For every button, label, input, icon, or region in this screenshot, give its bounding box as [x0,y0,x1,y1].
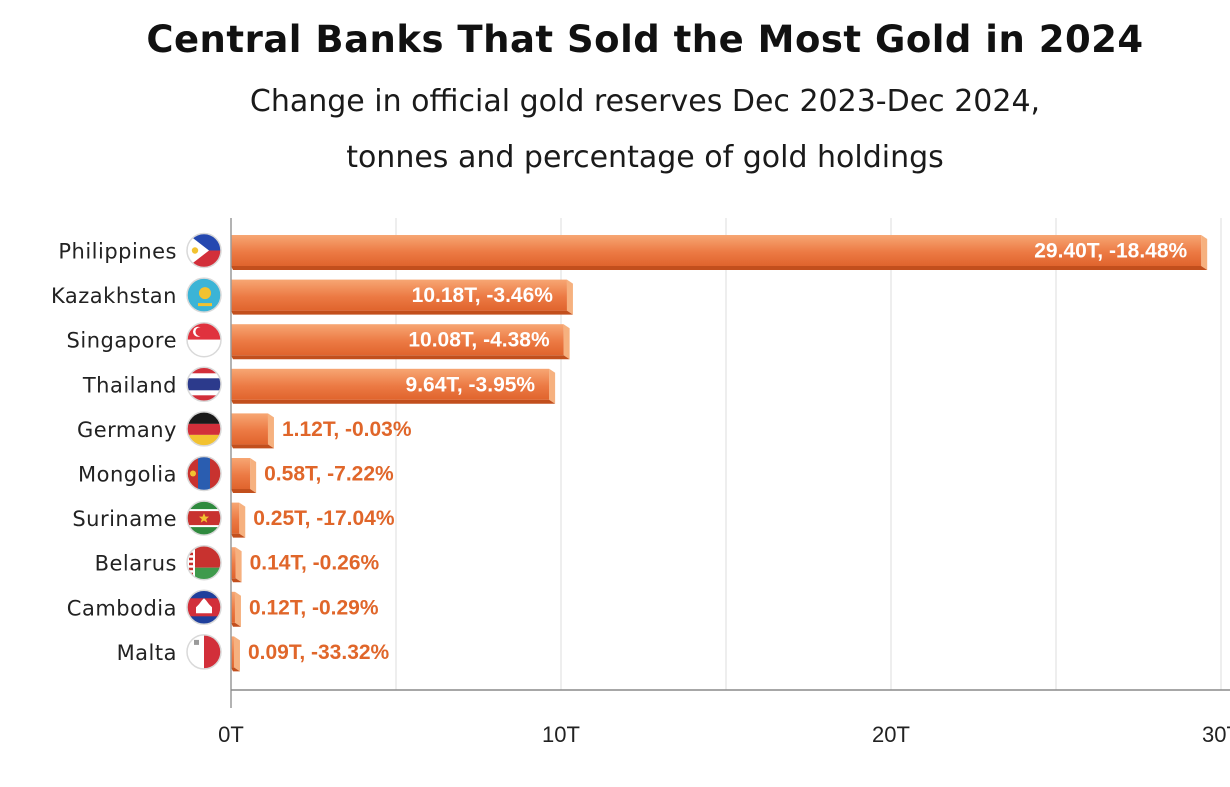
germany-flag-icon [186,411,222,447]
mongolia-flag-icon [186,455,222,492]
bar-side [250,458,257,493]
suriname-flag-icon [186,500,222,536]
bar-bottom [231,266,1208,270]
category-label: Kazakhstan [51,284,177,308]
bar-side [566,279,573,315]
flag-fill [187,322,221,357]
category-label: Mongolia [78,463,177,487]
flag-fill [187,233,221,268]
chart-subtitle-line2: tonnes and percentage of gold holdings [346,140,944,175]
flag-fill [187,278,221,313]
cambodia-flag-icon [186,589,222,626]
flag-fill [187,501,221,536]
bar-side [239,502,246,538]
bar [231,547,236,579]
bar [231,235,1202,266]
category-label: Cambodia [67,596,177,620]
bar-bottom [231,489,257,493]
data-label: 10.18T, -3.46% [412,284,554,307]
category-label: Singapore [67,329,177,353]
category-label: Thailand [82,373,177,397]
bar-side [549,368,556,404]
bar [231,502,240,534]
bar-side [1201,235,1208,270]
bar-bottom [231,355,570,360]
bar-bottom [231,578,242,583]
bar-side [233,636,240,672]
bar [231,458,251,489]
category-label: Suriname [72,507,177,531]
category-label: Malta [117,641,177,665]
category-label: Philippines [58,240,177,264]
bar-side [234,591,241,627]
x-tick-label: 30T [1202,722,1230,747]
data-label: 29.40T, -18.48% [1034,240,1187,263]
singapore-flag-icon [186,321,222,358]
data-label: 0.14T, -0.26% [250,552,380,575]
philippines-flag-icon [186,232,222,269]
data-label: 9.64T, -3.95% [406,373,536,396]
x-tick-label: 10T [542,722,580,747]
bar [231,324,564,356]
data-label: 0.12T, -0.29% [249,596,379,619]
category-label: Germany [77,418,177,442]
chart-title: Central Banks That Sold the Most Gold in… [146,18,1144,61]
kazakhstan-flag-icon [186,277,222,313]
data-label: 1.12T, -0.03% [282,418,412,441]
bar-bottom [231,533,246,538]
bar-bottom [231,444,274,449]
chart-subtitle-line1: Change in official gold reserves Dec 202… [249,84,1041,119]
x-tick-label: 20T [872,722,910,747]
flag-fill [187,456,221,491]
data-label: 10.08T, -4.38% [408,329,550,352]
category-label: Belarus [95,552,177,576]
data-label: 0.09T, -33.32% [248,641,390,664]
belarus-flag-icon [186,544,222,581]
flag-fill [187,590,221,625]
bar-side [235,547,242,583]
data-label: 0.25T, -17.04% [253,507,395,530]
x-tick-label: 0T [218,722,244,747]
bar-side [267,413,274,449]
bar-bottom [231,310,573,315]
thailand-flag-icon [186,366,222,403]
bar-bottom [231,622,241,627]
bar [231,413,268,445]
bar [231,591,235,623]
bar-bottom [231,667,240,672]
flag-fill [187,634,221,669]
bar-bottom [231,399,556,404]
data-label: 0.58T, -7.22% [264,463,394,486]
flag-fill [187,367,221,402]
bar [231,636,234,668]
bar [231,279,567,311]
bar-side [563,324,570,360]
bar [231,368,550,400]
malta-flag-icon [186,634,222,670]
